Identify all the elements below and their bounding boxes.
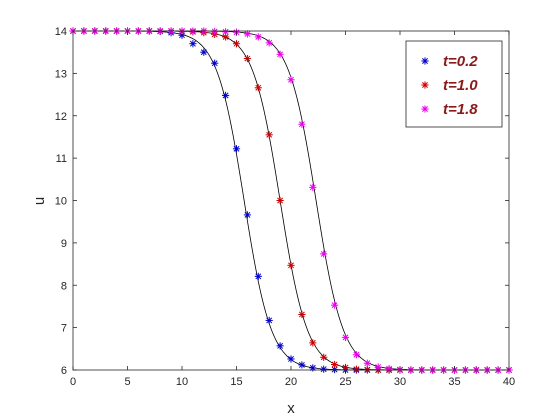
data-point <box>331 360 339 369</box>
data-point <box>211 27 219 36</box>
data-point <box>287 355 295 363</box>
data-point <box>320 250 328 258</box>
x-tick-label: 40 <box>503 376 515 388</box>
data-point <box>276 196 284 205</box>
data-point <box>243 30 251 38</box>
data-point <box>276 50 284 58</box>
x-tick-label: 0 <box>70 376 76 388</box>
x-tick-label: 15 <box>230 376 242 388</box>
y-tick-label: 6 <box>61 365 67 377</box>
data-point <box>298 310 306 319</box>
y-tick-label: 14 <box>55 26 67 38</box>
data-point <box>254 33 262 41</box>
data-point <box>200 48 208 56</box>
data-point <box>265 39 273 47</box>
data-point <box>374 363 382 371</box>
data-point <box>265 131 273 139</box>
data-point <box>232 40 241 48</box>
x-tick-label: 20 <box>285 376 297 388</box>
legend-marker <box>421 81 429 89</box>
x-tick-label: 35 <box>448 376 460 388</box>
data-point <box>211 59 219 67</box>
y-axis: 6 7 8 9 10 11 12 13 14 <box>55 26 509 377</box>
data-point <box>222 28 230 36</box>
y-tick-label: 9 <box>61 238 67 250</box>
x-tick-label: 10 <box>176 376 188 388</box>
x-axis: 0 5 10 15 20 25 30 35 40 <box>70 31 515 388</box>
data-point <box>352 351 360 359</box>
data-point <box>222 91 230 100</box>
x-tick-label: 30 <box>394 376 406 388</box>
data-point <box>309 364 317 372</box>
y-axis-label: u <box>31 197 48 205</box>
legend-label: t=0.2 <box>443 53 478 70</box>
data-point <box>309 183 317 191</box>
data-point <box>254 84 262 92</box>
y-tick-label: 11 <box>56 153 67 165</box>
data-point <box>331 301 339 309</box>
data-point <box>385 365 393 373</box>
y-tick-label: 7 <box>61 323 67 335</box>
y-tick-label: 13 <box>55 68 67 80</box>
data-point <box>352 365 360 373</box>
data-point <box>232 145 241 153</box>
data-point <box>243 54 251 63</box>
y-tick-label: 10 <box>55 196 67 208</box>
data-point <box>341 333 350 341</box>
data-point <box>320 365 328 373</box>
data-point <box>287 76 295 84</box>
x-tick-label: 5 <box>124 376 130 388</box>
data-point <box>298 120 306 128</box>
legend-box <box>405 40 503 128</box>
y-tick-label: 8 <box>61 280 67 292</box>
legend-marker <box>421 105 429 113</box>
data-point <box>363 365 371 374</box>
data-point <box>243 211 251 219</box>
legend-label: t=1.8 <box>443 101 478 118</box>
legend: t=0.2 t=1.0 t=1.8 <box>405 40 503 128</box>
data-point <box>363 359 371 367</box>
data-point <box>287 261 295 269</box>
data-point <box>265 316 273 325</box>
data-point <box>309 339 317 347</box>
legend-marker <box>421 57 429 65</box>
data-point <box>276 342 284 350</box>
data-point <box>320 353 328 361</box>
y-tick-label: 12 <box>55 111 67 123</box>
data-point <box>298 361 306 369</box>
legend-label: t=1.0 <box>443 77 478 94</box>
x-axis-label: x <box>287 400 295 417</box>
data-point <box>189 40 197 48</box>
x-tick-label: 25 <box>339 376 351 388</box>
data-point <box>254 272 262 280</box>
